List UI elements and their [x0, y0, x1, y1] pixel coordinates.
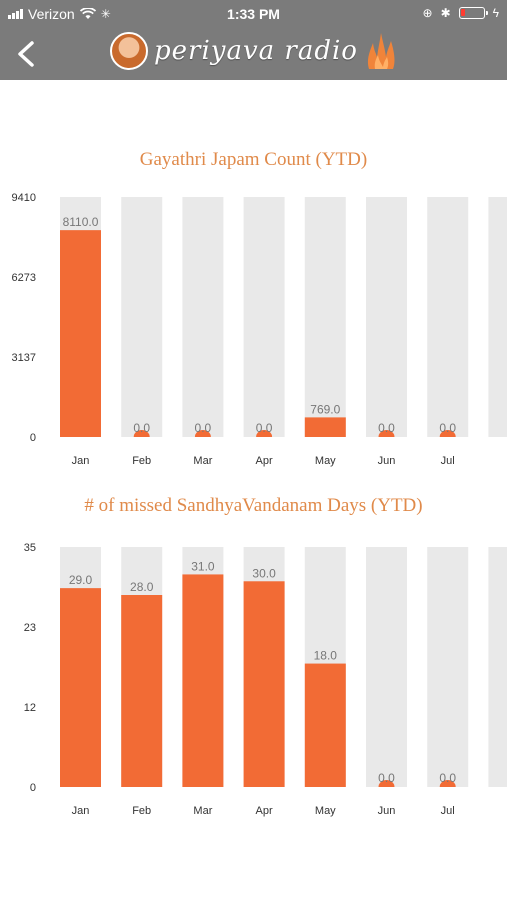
back-button[interactable] — [12, 38, 42, 70]
status-right: ⊕ ✱ ϟ — [423, 6, 499, 20]
app-logo: periyava radio — [110, 31, 398, 71]
bar-jul — [439, 430, 456, 437]
status-left: Verizon ✳ — [8, 6, 111, 22]
bar-apr — [243, 581, 285, 787]
activity-spinner-icon: ✳ — [100, 7, 111, 21]
category-label: Mar — [193, 455, 212, 467]
category-label: Jul — [441, 455, 455, 467]
app-title: periyava radio — [154, 36, 358, 66]
bar-track-offscreen — [488, 547, 507, 787]
y-tick-label: 6273 — [12, 272, 36, 284]
bar-track — [121, 197, 163, 437]
bar-apr — [256, 430, 273, 437]
status-bar: Verizon ✳ 1:33 PM ⊕ ✱ ϟ — [0, 0, 507, 28]
bar-mar — [194, 430, 211, 437]
wifi-icon — [79, 8, 96, 19]
y-tick-label: 23 — [24, 622, 36, 634]
bar-feb — [121, 595, 163, 787]
bar-feb — [133, 430, 150, 437]
bar-track — [182, 197, 224, 437]
y-tick-label: 3137 — [12, 352, 36, 364]
bar-may — [304, 663, 346, 787]
bar-mar — [182, 574, 224, 787]
bar-jul — [439, 780, 456, 787]
orientation-lock-icon: ⊕ — [422, 6, 433, 20]
japam-count-chart: 0 3137 6273 9410 8110.0 Jan 0.0 Feb 0.0 Mar 0.0 Apr… — [12, 192, 507, 467]
category-label: Jan — [72, 455, 90, 467]
chart-1-title: Gayathri Japam Count (YTD) — [139, 149, 368, 170]
bar-track — [366, 197, 407, 437]
y-tick-label: 35 — [24, 542, 36, 554]
charging-bolt-icon: ϟ — [492, 6, 499, 20]
flame-logo-icon — [367, 33, 395, 69]
value-label: 0.0 — [133, 421, 150, 435]
bar-jan — [60, 230, 101, 437]
value-label: 8110.0 — [63, 215, 99, 229]
bluetooth-icon: ✱ — [440, 6, 451, 20]
value-label: 0.0 — [439, 771, 456, 785]
missed-sandhya-chart: 0 12 23 35 29.0 Jan 28.0 Feb 31.0 Mar 30.0 Apr 18.0 M… — [24, 542, 507, 817]
category-label: Apr — [256, 455, 273, 467]
bar-track — [304, 197, 346, 437]
value-label: 28.0 — [130, 580, 154, 594]
category-label: Jul — [441, 805, 455, 817]
value-label: 18.0 — [314, 649, 338, 663]
value-label: 0.0 — [256, 421, 273, 435]
category-label: Jan — [72, 805, 90, 817]
signal-icon — [8, 9, 23, 19]
bar-track — [427, 197, 469, 437]
bar-jan — [60, 588, 101, 787]
status-time: 1:33 PM — [227, 6, 280, 22]
chart-2-title: # of missed SandhyaVandanam Days (YTD) — [84, 495, 423, 516]
y-tick-label: 0 — [30, 782, 36, 794]
category-label: Jun — [378, 455, 396, 467]
value-label: 0.0 — [378, 421, 395, 435]
value-label: 0.0 — [439, 421, 456, 435]
bar-track — [366, 547, 407, 787]
avatar-icon — [110, 32, 148, 70]
category-label: May — [315, 455, 336, 467]
category-label: Apr — [256, 805, 273, 817]
value-label: 29.0 — [69, 573, 93, 587]
value-label: 769.0 — [310, 402, 340, 416]
category-label: May — [315, 805, 336, 817]
category-label: Jun — [378, 805, 396, 817]
category-label: Mar — [193, 805, 212, 817]
chevron-left-icon — [18, 41, 34, 67]
category-label: Feb — [132, 805, 151, 817]
value-label: 30.0 — [252, 566, 276, 580]
bar-jun — [378, 780, 395, 787]
value-label: 31.0 — [191, 559, 215, 573]
bar-may — [304, 417, 346, 437]
bar-jun — [378, 430, 395, 437]
bar-track-offscreen — [488, 197, 507, 437]
battery-icon — [458, 7, 488, 19]
nav-bar: periyava radio — [0, 28, 507, 80]
carrier-label: Verizon — [28, 6, 75, 22]
category-label: Feb — [132, 455, 151, 467]
y-tick-label: 12 — [24, 702, 36, 714]
value-label: 0.0 — [378, 771, 395, 785]
y-tick-label: 0 — [30, 432, 36, 444]
bar-track — [243, 197, 285, 437]
bar-track — [427, 547, 469, 787]
y-tick-label: 9410 — [12, 192, 36, 204]
value-label: 0.0 — [195, 421, 212, 435]
